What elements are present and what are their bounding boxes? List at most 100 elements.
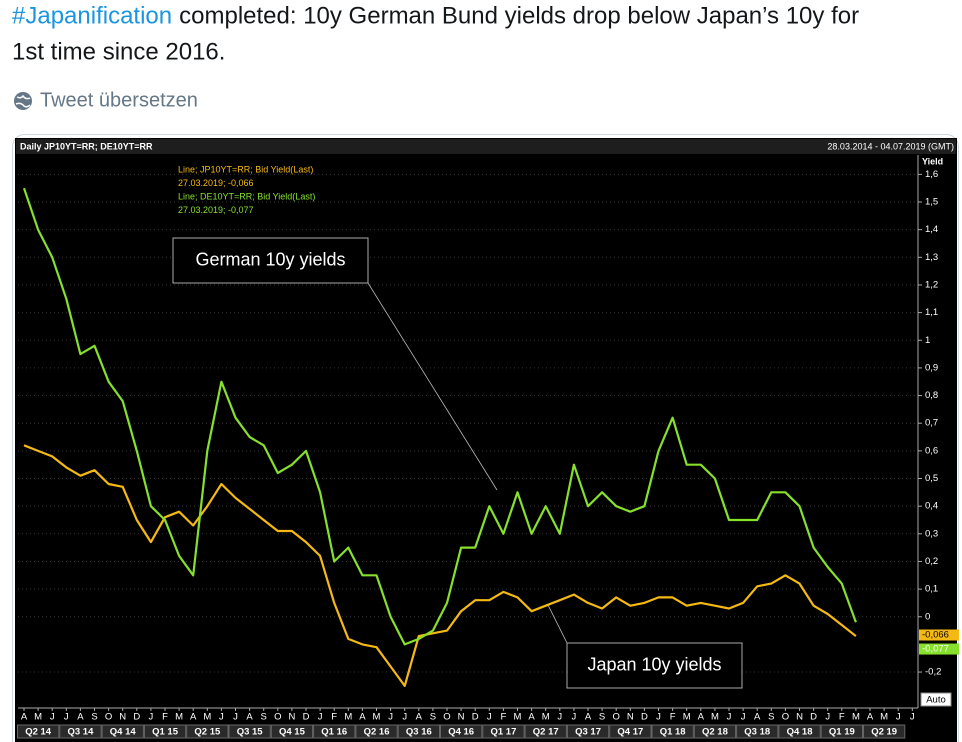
quarter-box xyxy=(651,724,694,739)
x-tick-label: M xyxy=(203,712,211,723)
quarter-label: Q4 14 xyxy=(110,727,137,738)
y-tick-label: 1,3 xyxy=(925,252,938,263)
quarter-label: Q1 18 xyxy=(660,727,686,738)
x-tick-label: J xyxy=(149,712,154,723)
quarter-label: Q4 17 xyxy=(617,727,643,738)
quarter-label: Q3 17 xyxy=(575,727,601,738)
translate-link[interactable]: Tweet übersetzen xyxy=(40,89,198,111)
x-tick-label: M xyxy=(711,712,719,723)
x-tick-label: F xyxy=(670,712,676,723)
x-tick-label: J xyxy=(572,712,577,723)
x-tick-label: M xyxy=(344,712,352,723)
x-tick-label: S xyxy=(599,712,605,723)
y-tick-label: 0,7 xyxy=(925,418,938,429)
quarter-label: Q2 18 xyxy=(702,727,728,738)
y-tick-label: 0,8 xyxy=(925,390,938,401)
annotation: Japan 10y yields xyxy=(587,654,721,674)
quarter-label: Q1 19 xyxy=(829,727,855,738)
x-tick-label: M xyxy=(542,712,550,723)
x-tick-label: J xyxy=(557,712,562,723)
quarter-label: Q2 16 xyxy=(364,727,390,738)
x-tick-label: A xyxy=(246,712,253,723)
auto-button-label[interactable]: Auto xyxy=(926,695,946,706)
x-tick-label: J xyxy=(487,712,492,723)
x-tick-label: N xyxy=(796,712,803,723)
x-tick-label: O xyxy=(105,712,112,723)
globe-icon-detail xyxy=(15,94,31,108)
x-tick-label: J xyxy=(896,712,901,723)
x-tick-label: A xyxy=(190,712,197,723)
series-line xyxy=(22,187,857,646)
x-tick-label: D xyxy=(641,712,648,723)
quarter-box xyxy=(778,724,821,739)
series-line xyxy=(23,444,857,687)
last-value-box xyxy=(919,629,959,641)
y-tick-label: 0,2 xyxy=(925,556,938,567)
x-tick-label: J xyxy=(318,712,323,723)
x-tick-label: M xyxy=(175,712,183,723)
x-tick-label: M xyxy=(34,712,42,723)
quarter-box xyxy=(397,724,441,739)
annotation: German 10y yields xyxy=(195,249,345,269)
last-value-label: -0,077 xyxy=(922,644,949,655)
date-range: 28.03.2014 - 04.07.2019 (GMT) xyxy=(827,141,954,151)
y-tick-label: 0,9 xyxy=(925,362,938,373)
x-tick-label: J xyxy=(910,712,915,723)
chart-background xyxy=(15,138,957,742)
y-tick-label: 0,4 xyxy=(925,501,938,512)
quarter-box xyxy=(863,724,906,739)
last-value-label: -0,066 xyxy=(922,630,949,641)
y-tick-label: 1 xyxy=(925,335,930,346)
x-tick-label: O xyxy=(613,712,620,723)
x-tick-label: M xyxy=(373,712,381,723)
annotation-box xyxy=(566,642,743,689)
x-tick-label: M xyxy=(683,712,691,723)
auto-button xyxy=(920,692,952,707)
last-value-box xyxy=(919,643,959,655)
y-tick-label: -0,2 xyxy=(925,667,941,678)
legend-entry: 27.03.2019; -0,077 xyxy=(178,205,254,215)
x-tick-label: J xyxy=(727,712,732,723)
x-tick-label: A xyxy=(416,712,423,723)
x-tick-label: O xyxy=(443,712,450,723)
x-tick-label: J xyxy=(64,712,69,723)
y-tick-label: 0,6 xyxy=(925,445,938,456)
quarter-box xyxy=(820,724,864,739)
quarter-box xyxy=(440,724,483,739)
y-tick-label: 0,5 xyxy=(925,473,938,484)
x-tick-label: F xyxy=(331,712,337,723)
x-tick-label: M xyxy=(514,712,522,723)
x-tick-label: J xyxy=(825,712,830,723)
x-tick-label: S xyxy=(91,712,97,723)
x-tick-label: A xyxy=(77,712,84,723)
annotation-leader xyxy=(367,282,498,491)
quarter-label: Q3 15 xyxy=(237,727,264,738)
x-tick-label: N xyxy=(119,712,126,723)
x-tick-label: A xyxy=(754,712,761,723)
y-tick-label: 1,4 xyxy=(925,224,938,235)
x-tick-label: N xyxy=(288,712,295,723)
x-tick-label: A xyxy=(698,712,705,723)
quarter-box xyxy=(143,724,187,739)
quarter-label: Q3 16 xyxy=(406,727,432,738)
legend-entry: Line; JP10YT=RR; Bid Yield(Last) xyxy=(178,164,313,174)
x-tick-label: S xyxy=(261,712,267,723)
x-tick-label: S xyxy=(430,712,436,723)
quarter-box xyxy=(228,724,271,739)
quarter-box xyxy=(524,724,567,739)
x-tick-label: J xyxy=(402,712,407,723)
hashtag[interactable]: #Japanification xyxy=(12,2,172,29)
x-tick-label: J xyxy=(388,712,393,723)
quarter-label: Q2 14 xyxy=(25,727,52,738)
x-tick-label: J xyxy=(233,712,238,723)
quarter-box xyxy=(693,724,737,739)
x-tick-label: O xyxy=(782,712,789,723)
quarter-box xyxy=(17,724,60,739)
x-tick-label: N xyxy=(458,712,465,723)
x-tick-label: J xyxy=(50,712,55,723)
quarter-label: Q2 17 xyxy=(533,727,559,738)
y-tick-label: 0,3 xyxy=(925,528,938,539)
y-tick-label: 0,1 xyxy=(925,584,938,595)
quarter-label: Q3 18 xyxy=(744,727,770,738)
